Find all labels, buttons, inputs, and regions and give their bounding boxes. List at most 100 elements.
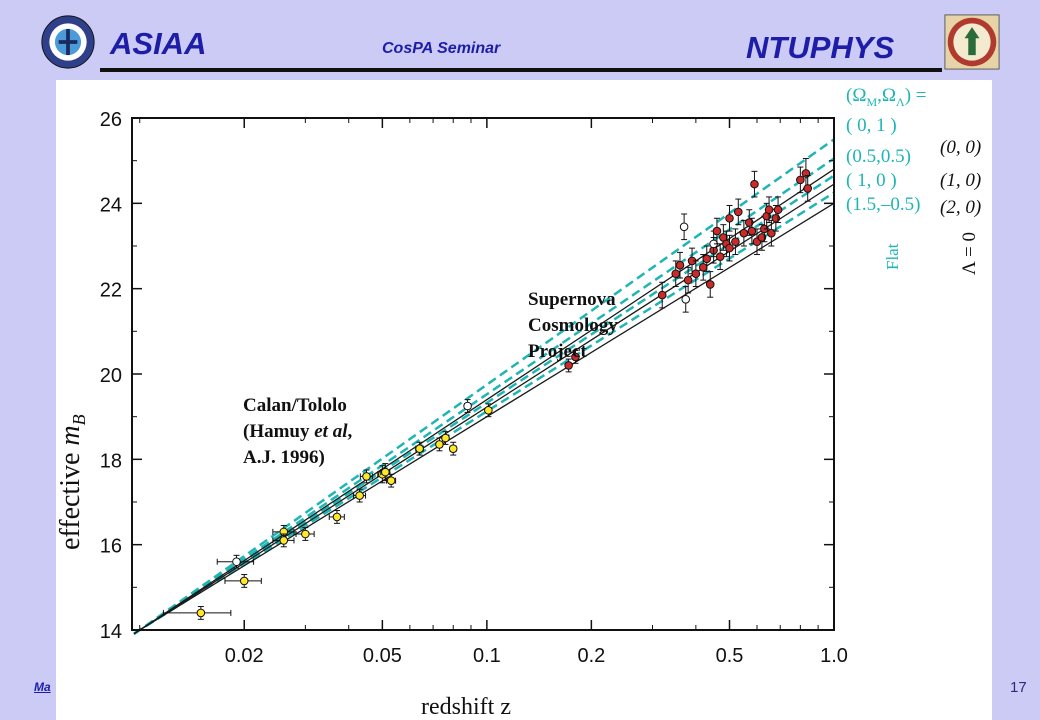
scp-point-22 <box>731 228 740 256</box>
marker <box>747 226 757 236</box>
marker <box>679 222 689 232</box>
marker <box>571 352 580 362</box>
academia-sinica-seal-icon <box>41 15 95 69</box>
x-tick-label-1: 1.0 <box>820 645 848 667</box>
plot-frame <box>131 117 835 631</box>
marker <box>705 280 715 289</box>
chart-panel: 14 16 18 20 22 24 26 0.02 0.05 0.1 0.2 0.5 1.0 Super… <box>56 80 992 720</box>
marker <box>698 263 708 272</box>
y-tick-label-14: 14 <box>100 621 122 643</box>
y-tick-label-26: 26 <box>100 109 122 131</box>
calan-point-3 <box>224 574 262 588</box>
marker <box>463 401 472 411</box>
marker <box>232 557 241 567</box>
scp-point-36 <box>796 166 805 194</box>
x-axis-label: redshift z <box>421 694 511 720</box>
calan-point-8 <box>352 488 367 503</box>
calan-point-16 <box>448 441 458 456</box>
marker <box>657 290 667 300</box>
marker <box>712 226 722 236</box>
x-tick-label-0.05: 0.05 <box>363 645 402 667</box>
marker <box>725 213 734 223</box>
calan-point-7 <box>328 510 345 524</box>
annotation-calan-line1: Calan/Tololo <box>243 395 347 416</box>
scp-point-15 <box>709 230 718 258</box>
marker <box>681 295 691 304</box>
marker <box>691 269 701 279</box>
marker <box>279 536 289 545</box>
scp-point-13 <box>705 271 715 298</box>
legend-dashed-entry-3: ( 1, 0 ) <box>846 170 897 191</box>
header-left-title: ASIAA <box>110 26 207 61</box>
scp-point-23 <box>733 198 743 226</box>
header-right-title: NTUPHYS <box>746 30 895 65</box>
annotation-scp-line3: Project <box>528 341 587 362</box>
marker <box>764 205 774 215</box>
scp-point-26 <box>747 217 757 245</box>
annotation-scp-line2: Cosmology <box>528 315 618 336</box>
annotation-calan-line3: A.J. 1996) <box>243 447 325 468</box>
model-flat-line-4 <box>133 191 835 635</box>
data-points <box>162 158 813 620</box>
marker <box>725 243 734 253</box>
marker <box>731 237 740 247</box>
marker <box>675 260 685 270</box>
scp-point-1 <box>564 358 573 373</box>
calan-point-15 <box>441 431 450 445</box>
legend-flat-label: Flat <box>883 243 902 270</box>
legend-solid-entry-1: (0, 0) <box>940 137 981 158</box>
footer-link[interactable]: Ma <box>34 680 51 694</box>
scp-point-7 <box>681 286 691 313</box>
marker <box>767 228 776 238</box>
marker <box>301 529 310 539</box>
slide-header: ASIAA CosPA Seminar NTUPHYS <box>0 0 1040 80</box>
scp-point-27 <box>750 170 759 198</box>
annotation-calan-line2: (Hamuy et al, <box>243 421 353 442</box>
marker <box>739 228 749 238</box>
scp-point-24 <box>739 219 749 247</box>
calan-point-5 <box>272 533 295 548</box>
header-center-title: CosPA Seminar <box>382 40 501 57</box>
scp-point-8 <box>683 266 693 294</box>
calan-point-2 <box>216 554 255 569</box>
marker <box>801 169 811 178</box>
marker <box>448 444 458 453</box>
calan-point-12 <box>386 473 397 488</box>
marker <box>803 184 813 193</box>
y-tick-label-18: 18 <box>100 450 122 472</box>
marker <box>796 175 805 185</box>
x-tick-label-0.1: 0.1 <box>473 645 501 667</box>
marker <box>196 608 206 618</box>
marker <box>773 205 783 215</box>
marker <box>484 405 493 415</box>
legend-solid-entry-3: (2, 0) <box>940 197 981 218</box>
y-tick-label-16: 16 <box>100 536 122 558</box>
axes: 14 16 18 20 22 24 26 0.02 0.05 0.1 0.2 0.5 1.0 <box>100 109 848 667</box>
legend-lambda-label: Λ = 0 <box>959 232 980 275</box>
model-lambda0-line-3 <box>133 202 835 635</box>
calan-point-6 <box>295 527 315 541</box>
scp-point-2 <box>571 350 580 364</box>
marker <box>671 269 681 279</box>
scp-point-33 <box>767 219 776 247</box>
x-tick-label-0.5: 0.5 <box>716 645 744 667</box>
legend-dashed-entry-4: (1.5,–0.5) <box>846 194 920 215</box>
y-axis-label: effective mB <box>56 414 89 550</box>
calan-point-18 <box>484 403 493 418</box>
marker <box>715 252 725 261</box>
y-tick-label-24: 24 <box>100 194 122 216</box>
x-tick-label-0.2: 0.2 <box>577 645 605 667</box>
scp-point-32 <box>764 196 774 224</box>
scp-point-38 <box>803 175 813 202</box>
hubble-diagram-chart: 14 16 18 20 22 24 26 0.02 0.05 0.1 0.2 0.5 1.0 Super… <box>56 85 981 720</box>
annotation-scp-line1: Supernova <box>528 289 616 310</box>
scp-point-5 <box>675 251 685 279</box>
scp-point-12 <box>702 245 712 273</box>
calan-point-14 <box>435 437 444 452</box>
scp-point-10 <box>691 260 701 288</box>
page-number: 17 <box>1010 679 1027 696</box>
ntu-seal-icon <box>944 14 1000 70</box>
marker <box>355 491 364 500</box>
scp-point-3 <box>657 281 667 309</box>
x-tick-label-0.02: 0.02 <box>225 645 264 667</box>
